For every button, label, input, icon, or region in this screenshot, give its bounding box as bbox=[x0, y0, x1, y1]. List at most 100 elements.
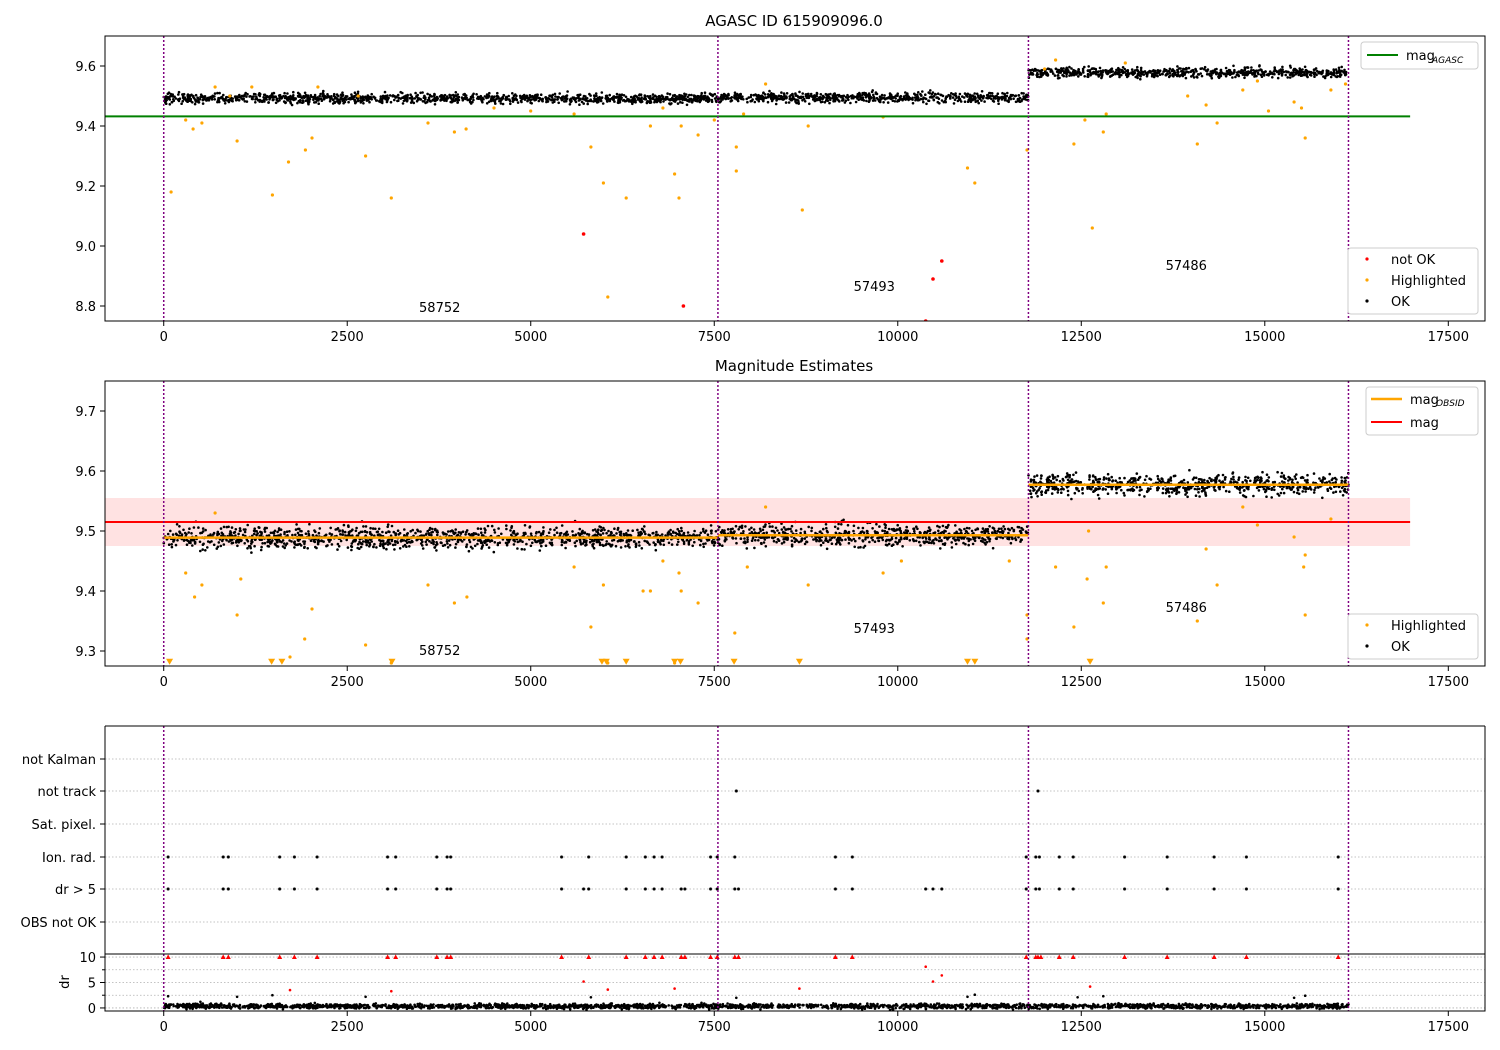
panel1-ok-point bbox=[291, 98, 294, 101]
panel2-ok-point bbox=[541, 538, 545, 542]
panel1-ok-point bbox=[1233, 68, 1236, 72]
panel2-ok-point bbox=[627, 543, 630, 546]
panel2-ok-point bbox=[446, 530, 450, 533]
panel2-ok-point bbox=[550, 538, 553, 541]
panel2-ok-point bbox=[799, 527, 803, 531]
panel1-ok-point bbox=[835, 97, 839, 100]
panel2-ok-point bbox=[339, 533, 342, 536]
panel1-ok-point bbox=[784, 101, 788, 104]
panel1-highlighted-point bbox=[734, 145, 738, 149]
panel1-ok-point bbox=[899, 95, 902, 99]
panel1-ok-point bbox=[1132, 72, 1136, 75]
panel1-ok-point bbox=[539, 93, 543, 96]
panel1-ok-point bbox=[615, 92, 619, 96]
panel2-ok-point bbox=[1010, 526, 1014, 530]
panel1-ok-point bbox=[870, 96, 873, 99]
panel2-ok-point bbox=[1280, 480, 1284, 483]
panel2-ok-point bbox=[833, 525, 837, 529]
panel1-ok-point bbox=[586, 100, 590, 103]
panel1-ok-point bbox=[286, 92, 289, 95]
panel1-ok-point bbox=[258, 92, 261, 95]
panel2-ok-point bbox=[605, 531, 608, 535]
panel2-ok-point bbox=[970, 529, 974, 533]
panel2-ok-point bbox=[330, 533, 334, 536]
panel1-ok-point bbox=[978, 97, 982, 100]
panel2-ok-point bbox=[281, 539, 285, 542]
panel1-ok-point bbox=[1149, 70, 1153, 73]
panel2-ok-point bbox=[595, 530, 598, 533]
panel1-ok-point bbox=[454, 91, 458, 94]
panel2-ok-point bbox=[1046, 488, 1050, 492]
panel1-ok-point bbox=[233, 95, 237, 98]
panel1-not-ok-point bbox=[681, 304, 686, 308]
panel1-ok-point bbox=[1210, 76, 1214, 80]
panel1-ok-point bbox=[1136, 76, 1139, 80]
panel1-ok-point bbox=[1000, 95, 1004, 99]
panel1-ok-point bbox=[773, 96, 777, 100]
panel2-ok-point bbox=[492, 550, 496, 554]
panel1-ok-point bbox=[1299, 74, 1303, 77]
panel1-ok-point bbox=[1243, 76, 1246, 80]
panel1-ok-point bbox=[706, 100, 710, 104]
panel2-ok-point bbox=[925, 531, 928, 534]
panel1-ok-point bbox=[379, 95, 383, 98]
panel2-ok-point bbox=[1072, 473, 1075, 477]
panel1-ok-point bbox=[353, 98, 356, 102]
panel1-ok-point bbox=[846, 93, 849, 97]
legend-ok-label: OK bbox=[1391, 295, 1410, 310]
panel1-ok-point bbox=[344, 95, 348, 99]
panel1-ok-point bbox=[940, 93, 943, 97]
panel1-ok-point bbox=[609, 97, 612, 101]
panel2-ok-point bbox=[243, 542, 246, 545]
panel1-ok-point bbox=[1176, 65, 1179, 68]
panel2-ok-point bbox=[627, 538, 631, 542]
panel2-ok-point bbox=[660, 538, 663, 541]
panel1-ok-point bbox=[770, 96, 773, 100]
panel2-ok-point bbox=[797, 540, 801, 544]
panel1-highlighted-point bbox=[213, 85, 217, 89]
panel2-ok-point bbox=[294, 528, 298, 531]
panel1-ok-point bbox=[783, 95, 786, 98]
panel2-ok-point bbox=[566, 533, 570, 536]
panel2-ok-point bbox=[1060, 491, 1063, 495]
panel1-ok-point bbox=[914, 98, 917, 102]
panel1-ok-point bbox=[1273, 66, 1276, 69]
panel2-ok-point bbox=[923, 531, 926, 535]
panel1-ok-point bbox=[1233, 71, 1236, 74]
panel1-highlighted-point bbox=[677, 196, 681, 200]
panel1-ok-point bbox=[410, 95, 414, 98]
panel1-ok-point bbox=[260, 100, 264, 104]
panel1-ok-point bbox=[629, 95, 633, 99]
panel2-ok-point bbox=[393, 543, 397, 546]
panel2-ok-point bbox=[1258, 479, 1262, 482]
panel2-ok-point bbox=[1169, 487, 1173, 491]
panel2-ok-point bbox=[997, 527, 1001, 531]
panel2-ok-point bbox=[469, 545, 473, 549]
panel1-ok-point bbox=[661, 95, 665, 99]
panel1-highlighted-point bbox=[1204, 103, 1208, 107]
panel1-ok-point bbox=[1173, 70, 1176, 74]
panel1-ok-point bbox=[924, 93, 927, 96]
panel2-ok-point bbox=[396, 529, 400, 532]
panel1-ok-point bbox=[785, 92, 789, 95]
panel1-ok-point bbox=[393, 94, 396, 98]
panel2-ok-point bbox=[932, 542, 936, 545]
panel1-ok-point bbox=[1086, 73, 1090, 76]
panel1-ok-point bbox=[227, 98, 230, 102]
panel2-ok-point bbox=[957, 538, 961, 542]
panel2-ok-point bbox=[298, 527, 301, 531]
panel2-ok-point bbox=[1305, 481, 1308, 484]
panel1-ok-point bbox=[409, 101, 413, 104]
panel2-ok-point bbox=[553, 528, 556, 532]
panel1-ok-point bbox=[1176, 73, 1180, 76]
panel1-ok-point bbox=[1302, 71, 1306, 74]
panel2-ok-point bbox=[480, 531, 483, 534]
panel1-ok-point bbox=[971, 98, 974, 102]
panel1-ok-point bbox=[217, 100, 221, 103]
panel2-ok-point bbox=[1056, 474, 1060, 478]
panel2-ok-point bbox=[328, 540, 331, 543]
panel2-ok-point bbox=[170, 543, 173, 546]
panel1-ok-point bbox=[1297, 73, 1300, 77]
panel1-ok-point bbox=[330, 96, 333, 100]
panel2-ok-point bbox=[500, 532, 503, 536]
